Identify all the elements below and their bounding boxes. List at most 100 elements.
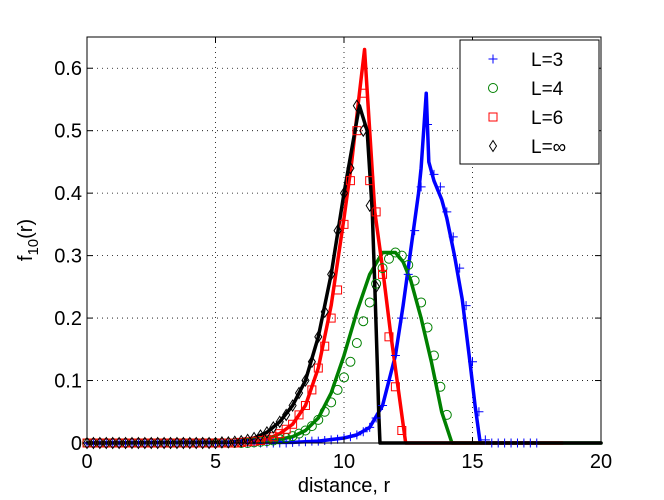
y-tick-label: 0.5: [54, 121, 82, 143]
data-point-series-4: [192, 436, 201, 450]
data-point-series-4: [346, 161, 355, 175]
data-point-series-4: [211, 436, 220, 450]
data-point-series-4: [108, 436, 117, 450]
data-point-series-4: [359, 124, 368, 138]
data-point-series-4: [153, 436, 162, 450]
data-point-series-2: [371, 278, 382, 289]
data-point-series-4: [314, 330, 323, 344]
data-point-series-4: [256, 429, 265, 442]
data-point-series-3: [326, 313, 336, 323]
data-point-series-4: [179, 436, 188, 450]
data-point-series-2: [294, 428, 305, 439]
data-point-series-3: [313, 363, 323, 373]
data-point-series-2: [403, 259, 414, 270]
data-point-series-1: [474, 407, 484, 417]
data-point-series-1: [371, 413, 381, 423]
data-point-series-1: [468, 357, 477, 367]
data-point-series-2: [351, 338, 362, 349]
data-point-series-4: [243, 433, 252, 447]
data-point-series-3: [397, 426, 407, 436]
legend-label-4: L=∞: [531, 137, 566, 158]
x-tick-label: 10: [333, 451, 355, 473]
data-point-series-4: [269, 420, 278, 434]
data-point-series-4: [262, 425, 271, 439]
x-tick-label: 20: [590, 451, 612, 473]
data-point-series-2: [326, 397, 337, 408]
data-point-series-4: [172, 436, 182, 450]
data-point-series-4: [121, 436, 130, 450]
data-point-series-4: [327, 267, 336, 281]
data-point-series-4: [307, 355, 316, 369]
data-point-series-1: [288, 437, 298, 447]
data-point-series-4: [140, 436, 149, 450]
data-point-series-1: [410, 226, 420, 236]
data-point-series-1: [429, 169, 439, 179]
data-point-series-2: [332, 384, 343, 395]
x-axis-label: distance, r: [298, 475, 391, 497]
data-point-series-1: [378, 401, 388, 411]
data-point-series-2: [390, 247, 401, 258]
legend-label-2: L=4: [531, 79, 564, 100]
data-point-series-4: [217, 435, 227, 449]
data-point-series-3: [384, 332, 394, 342]
data-point-series-1: [442, 207, 452, 217]
data-point-series-3: [294, 410, 304, 420]
data-point-series-1: [423, 119, 433, 129]
data-point-series-2: [274, 434, 285, 445]
data-point-series-4: [102, 436, 111, 450]
data-point-series-1: [313, 436, 323, 446]
y-tick-label: 0: [71, 433, 82, 455]
data-point-series-3: [307, 385, 317, 395]
data-point-series-1: [345, 432, 355, 442]
data-point-series-4: [147, 436, 156, 450]
data-point-series-3: [320, 341, 330, 351]
data-point-series-4: [160, 436, 169, 450]
y-axis-label-tail: (r): [15, 219, 37, 239]
legend-marker-4: [488, 139, 498, 153]
data-point-series-3: [378, 269, 388, 279]
data-point-series-2: [313, 414, 324, 425]
legend-box: [459, 39, 600, 165]
data-point-series-1: [416, 182, 426, 192]
tick-labels: 0 5 10 15 20 0 0.1 0.2 0.3 0.4 0.5 0.6: [54, 58, 612, 473]
data-point-series-2: [396, 250, 407, 261]
data-point-series-3: [365, 176, 375, 186]
legend-label-3: L=6: [531, 108, 563, 129]
data-point-series-1: [384, 376, 394, 386]
data-point-series-2: [364, 297, 375, 308]
series-lines: [85, 47, 603, 445]
y-tick-label: 0.3: [54, 246, 82, 268]
data-point-series-2: [358, 316, 369, 327]
data-point-series-3: [333, 285, 343, 295]
data-point-series-2: [435, 381, 446, 392]
legend-marker-3: [488, 112, 498, 122]
data-point-series-3: [371, 207, 381, 217]
data-point-series-2: [287, 431, 298, 442]
data-point-series-2: [306, 421, 317, 432]
data-point-series-2: [416, 297, 427, 308]
data-point-series-1: [397, 313, 407, 323]
data-point-series-4: [166, 436, 175, 450]
data-point-series-2: [422, 322, 433, 333]
data-point-series-1: [300, 437, 310, 447]
legend-marker-2: [488, 83, 498, 93]
data-point-series-2: [441, 409, 452, 420]
data-point-series-2: [339, 372, 349, 383]
data-point-series-3: [358, 88, 368, 98]
data-point-series-3: [390, 382, 400, 392]
data-point-series-4: [204, 436, 214, 450]
data-point-series-4: [288, 399, 297, 412]
series-line-1: [85, 91, 539, 445]
data-point-series-3: [345, 176, 355, 186]
data-point-series-2: [428, 350, 439, 361]
data-point-series-1: [320, 436, 330, 446]
data-point-series-1: [352, 430, 362, 440]
data-point-series-4: [185, 436, 194, 450]
data-point-series-1: [390, 351, 400, 361]
x-tick-label: 15: [461, 451, 483, 473]
legend-marker-1: [488, 54, 498, 64]
data-point-series-1: [333, 434, 343, 444]
data-point-series-4: [127, 436, 137, 450]
data-point-series-4: [275, 415, 284, 429]
